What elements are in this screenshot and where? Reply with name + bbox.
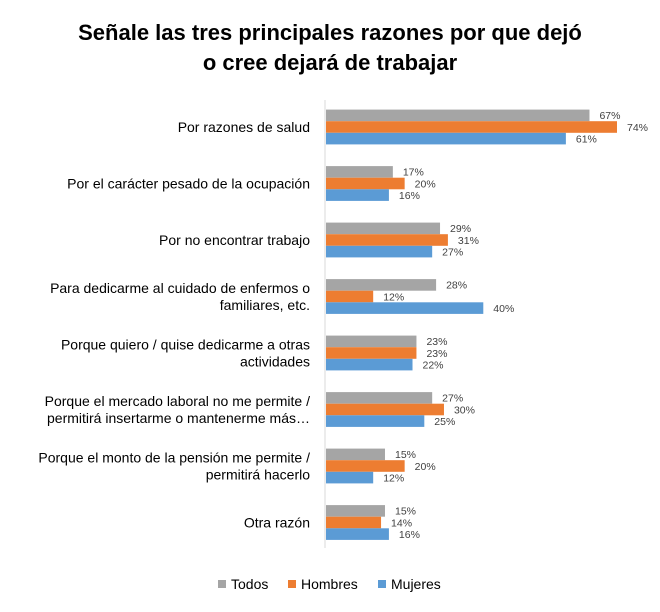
data-label: 67% xyxy=(599,110,620,122)
data-label: 30% xyxy=(454,404,475,416)
chart-title-line-2: o cree dejará de trabajar xyxy=(203,50,458,75)
data-label: 20% xyxy=(415,178,436,190)
bar-mujeres xyxy=(326,358,413,371)
bar-hombres xyxy=(326,403,444,416)
data-label: 40% xyxy=(493,303,514,315)
bar-mujeres xyxy=(326,471,374,484)
data-label: 16% xyxy=(399,190,420,202)
bar-hombres xyxy=(326,347,417,359)
bar-todos xyxy=(326,222,441,235)
data-label: 12% xyxy=(383,472,404,484)
bar-hombres xyxy=(326,121,617,133)
data-label: 12% xyxy=(383,291,404,303)
bar-hombres xyxy=(326,460,405,472)
data-label: 22% xyxy=(423,359,444,371)
data-label: 23% xyxy=(426,336,447,348)
legend-swatch-hombres xyxy=(288,580,296,588)
data-label: 29% xyxy=(450,223,471,235)
category-label: Por el carácter pesado de la ocupación xyxy=(67,176,310,192)
data-label: 17% xyxy=(403,167,424,179)
bar-hombres xyxy=(326,516,382,529)
category-label: Porque quiero / quise dedicarme a otras xyxy=(61,337,310,353)
data-label: 61% xyxy=(576,133,597,145)
data-label: 27% xyxy=(442,246,463,258)
category-label: Por razones de salud xyxy=(178,119,310,135)
bars-group: Por razones de salud 67% 74% 61% Por el cará… xyxy=(38,109,648,541)
legend-label-hombres: Hombres xyxy=(301,576,358,592)
bar-hombres xyxy=(326,234,448,246)
chart-title-line-1: Señale las tres principales razones por … xyxy=(78,20,582,45)
bar-todos xyxy=(326,335,417,348)
data-label: 31% xyxy=(458,235,479,247)
bar-mujeres xyxy=(326,245,433,258)
data-label: 23% xyxy=(426,348,447,360)
category-label: Por no encontrar trabajo xyxy=(159,232,310,248)
bar-hombres xyxy=(326,290,374,303)
bar-todos xyxy=(326,392,433,404)
bar-hombres xyxy=(326,177,405,190)
bar-todos xyxy=(326,166,393,178)
bar-todos xyxy=(326,505,385,517)
legend-label-mujeres: Mujeres xyxy=(391,576,441,592)
data-label: 15% xyxy=(395,506,416,518)
bar-mujeres xyxy=(326,132,566,145)
category-label: actividades xyxy=(240,354,310,370)
data-label: 25% xyxy=(434,416,455,428)
bar-mujeres xyxy=(326,189,389,201)
legend-swatch-mujeres xyxy=(378,580,386,588)
data-label: 74% xyxy=(627,122,648,134)
legend: Todos Hombres Mujeres xyxy=(218,576,441,592)
data-label: 20% xyxy=(415,461,436,473)
data-label: 15% xyxy=(395,449,416,461)
category-label: Porque el mercado laboral no me permite … xyxy=(45,393,310,409)
data-label: 16% xyxy=(399,529,420,541)
bar-mujeres xyxy=(326,302,484,314)
category-label: permitirá hacerlo xyxy=(206,467,310,483)
category-label: Otra razón xyxy=(244,515,310,531)
category-label: Porque el monto de la pensión me permite… xyxy=(38,450,310,466)
bar-mujeres xyxy=(326,528,389,540)
data-label: 27% xyxy=(442,393,463,405)
bar-todos xyxy=(326,448,385,461)
category-label: familiares, etc. xyxy=(220,297,310,313)
bar-mujeres xyxy=(326,415,425,427)
bar-todos xyxy=(326,279,437,291)
data-label: 28% xyxy=(446,280,467,292)
bar-todos xyxy=(326,109,590,122)
category-label: Para dedicarme al cuidado de enfermos o xyxy=(50,280,310,296)
legend-label-todos: Todos xyxy=(231,576,268,592)
category-label: permitirá insertarme o mantenerme más… xyxy=(47,410,310,426)
data-label: 14% xyxy=(391,517,412,529)
legend-swatch-todos xyxy=(218,580,226,588)
